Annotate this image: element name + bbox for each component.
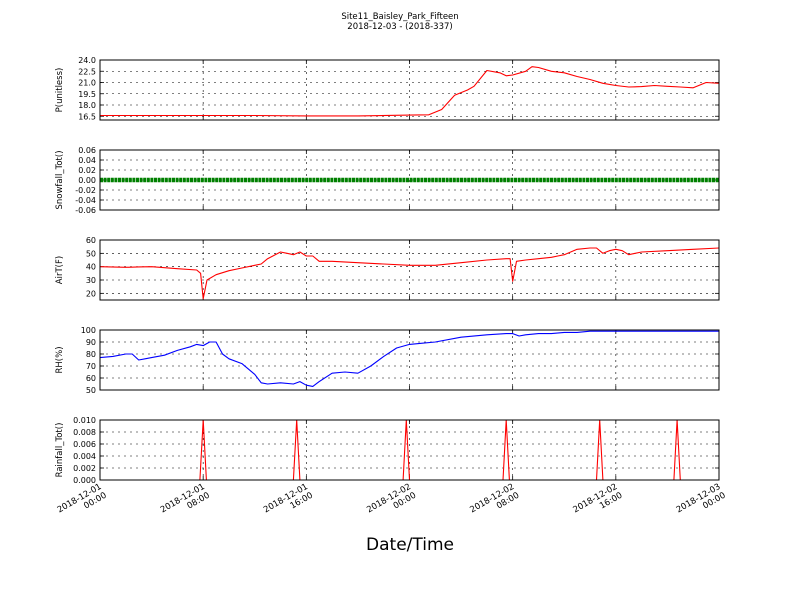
y-tick-label: 0.06 [78, 146, 96, 155]
series-line-0 [99, 330, 719, 387]
y-axis-label: Rainfall_Tot() [55, 423, 65, 478]
y-tick-label: 0.010 [73, 416, 96, 425]
y-tick-label: 100 [81, 326, 96, 335]
y-tick-label: 24.0 [78, 56, 96, 65]
x-tick-label: 2018-12-0108:00 [159, 482, 212, 524]
x-axis-label: Date/Time [366, 535, 454, 555]
plot-frame [99, 239, 720, 301]
series-line-0 [100, 66, 720, 117]
chart-title: Site11_Baisley_Park_Fifteen [341, 12, 458, 22]
x-axis-ticks: 2018-12-0100:00 2018-12-0108:00 2018-12-01… [56, 482, 728, 524]
y-tick-label: 19.5 [78, 90, 96, 99]
x-tick-label: 2018-12-0100:00 [56, 482, 109, 524]
y-tick-label: 20 [86, 289, 96, 298]
subplot-1: 0.060.040.020.00-0.02-0.04-0.06 Snowfall_… [55, 146, 720, 215]
y-tick-label: 0.004 [73, 452, 96, 461]
y-tick-label: 18.0 [78, 101, 96, 110]
plot-frame [99, 59, 720, 121]
x-tick-label: 2018-12-0216:00 [572, 482, 625, 524]
y-tick-label: 50 [86, 386, 96, 395]
subplot-4: 0.010 0.008 0.006 0.004 0.002 0.000 Rainfall_T… [55, 416, 720, 485]
y-tick-label: 50 [86, 249, 96, 258]
y-axis-label: RH(%) [55, 346, 65, 373]
y-tick-label: 21.0 [78, 79, 96, 88]
plot-frame [99, 419, 720, 481]
x-tick-label: 2018-12-0116:00 [262, 482, 315, 524]
y-tick-label: 0.000 [73, 476, 96, 485]
x-tick-label: 2018-12-0200:00 [365, 482, 418, 524]
y-axis-label: AirT(F) [55, 256, 65, 284]
plot-frame [99, 149, 720, 211]
y-tick-label: -0.02 [75, 186, 96, 195]
y-axis-label: P(unitless) [55, 68, 65, 113]
y-tick-label: 0.002 [73, 464, 96, 473]
y-tick-label: -0.04 [75, 196, 96, 205]
y-tick-label: 22.5 [78, 67, 96, 76]
series-line-0 [99, 247, 720, 300]
subplot-2: 60 50 40 30 20 AirT(F) [55, 236, 720, 301]
x-tick-label: 2018-12-0208:00 [468, 482, 521, 524]
y-tick-label: 80 [86, 350, 96, 359]
subplot-0: 24.0 22.5 21.0 19.5 18.0 16.5 P(unitless) [55, 56, 720, 121]
y-tick-label: 0.006 [73, 440, 96, 449]
y-tick-label: 90 [86, 338, 96, 347]
y-tick-label: -0.06 [75, 206, 96, 215]
y-tick-label: 0.008 [73, 428, 96, 437]
subplot-3: 100 90 80 70 60 50 RH(%) [55, 326, 720, 395]
y-tick-label: 0.02 [78, 166, 96, 175]
y-tick-label: 40 [86, 263, 96, 272]
y-tick-label: 0.00 [78, 176, 96, 185]
y-tick-label: 16.5 [78, 112, 96, 121]
y-tick-label: 60 [86, 236, 96, 245]
y-tick-label: 30 [86, 276, 96, 285]
y-tick-label: 70 [86, 362, 96, 371]
y-tick-label: 60 [86, 374, 96, 383]
subplot-panels: 24.022.521.019.518.016.5P(unitless)0.060… [55, 56, 720, 485]
plot-frame [99, 329, 720, 391]
chart-subtitle: 2018-12-03 - (2018-337) [347, 22, 452, 32]
y-tick-label: 0.04 [78, 156, 96, 165]
x-tick-label: 2018-12-0300:00 [675, 482, 728, 524]
y-axis-label: Snowfall_Tot() [55, 150, 65, 209]
